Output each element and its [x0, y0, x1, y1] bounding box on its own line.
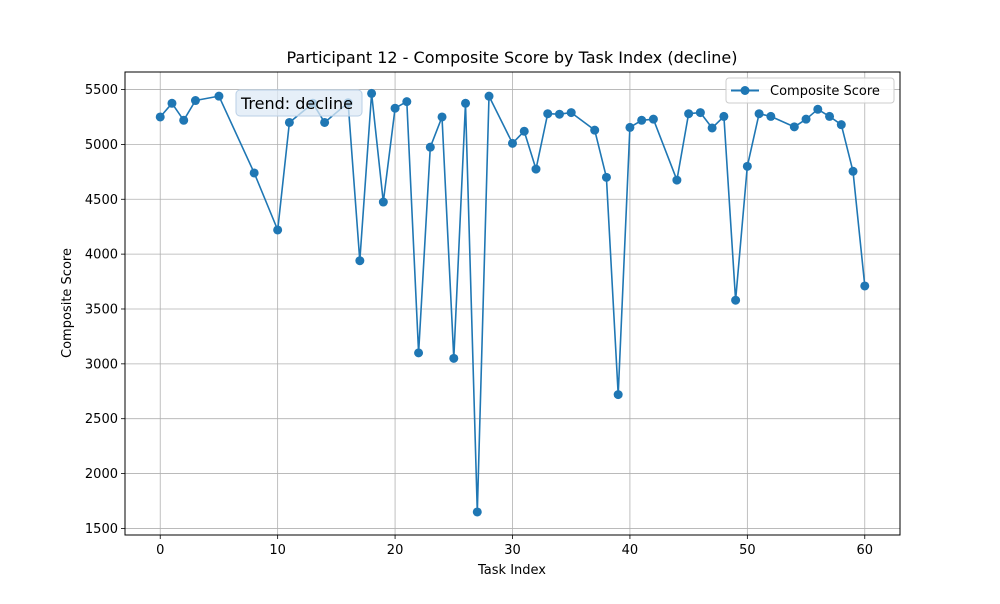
- annotation-box: [235, 89, 363, 117]
- x-tick-label: 60: [856, 543, 873, 558]
- data-point: [637, 115, 647, 125]
- data-point: [214, 91, 224, 101]
- data-point: [167, 98, 177, 108]
- data-point: [625, 122, 635, 132]
- data-point: [684, 109, 694, 119]
- y-tick-label: 3000: [85, 357, 118, 372]
- data-point: [378, 197, 388, 207]
- data-point: [719, 111, 729, 121]
- x-axis-label: Task Index: [477, 563, 546, 578]
- data-point: [355, 256, 365, 266]
- data-point: [672, 175, 682, 185]
- data-point: [449, 353, 459, 363]
- data-point: [320, 117, 330, 127]
- y-axis-label: Composite Score: [60, 248, 75, 358]
- data-point: [402, 97, 412, 107]
- data-point: [566, 108, 576, 118]
- data-point: [754, 109, 764, 119]
- legend-box: [725, 77, 895, 104]
- data-point: [707, 123, 717, 133]
- data-point: [731, 295, 741, 305]
- x-tick-label: 40: [622, 543, 639, 558]
- data-point: [155, 112, 165, 122]
- data-point: [437, 112, 447, 122]
- data-point: [613, 390, 623, 400]
- data-point: [601, 172, 611, 182]
- data-point: [461, 98, 471, 108]
- trend-annotation: Trend: decline: [235, 89, 363, 117]
- data-point: [390, 103, 400, 113]
- data-point: [648, 114, 658, 124]
- data-point: [190, 96, 200, 106]
- x-tick-label: 0: [156, 543, 164, 558]
- legend: Composite Score: [725, 77, 895, 104]
- data-point: [543, 109, 553, 119]
- data-point: [801, 114, 811, 124]
- x-tick-label: 20: [387, 543, 404, 558]
- y-tick-label: 5500: [85, 83, 118, 98]
- chart-title: Participant 12 - Composite Score by Task…: [286, 48, 737, 67]
- data-point: [508, 138, 517, 148]
- data-point: [425, 142, 435, 152]
- y-tick-label: 2000: [85, 467, 118, 482]
- data-point: [531, 164, 541, 174]
- data-point: [414, 348, 424, 358]
- data-point: [695, 108, 705, 118]
- data-point: [472, 507, 482, 517]
- data-point: [742, 161, 752, 171]
- data-point: [519, 126, 529, 136]
- data-point: [789, 122, 799, 132]
- data-point: [766, 111, 776, 121]
- y-tick-label: 4500: [85, 193, 118, 208]
- data-point: [179, 115, 189, 125]
- data-point: [367, 88, 377, 98]
- data-point: [825, 111, 835, 121]
- y-tick-label: 1500: [85, 522, 118, 537]
- annotation-text: Trend: decline: [240, 94, 353, 113]
- data-point: [590, 125, 600, 135]
- axis-ticks: 0 10 20 30 40 50 60 1500 2000 2500 3000 3500 4000 450…: [85, 83, 873, 558]
- data-point: [273, 225, 283, 235]
- y-tick-label: 3500: [85, 302, 118, 317]
- y-tick-label: 4000: [85, 248, 118, 263]
- data-point: [813, 104, 823, 114]
- data-point: [860, 281, 870, 291]
- data-point: [836, 120, 846, 130]
- data-point: [484, 91, 494, 101]
- data-point: [554, 109, 564, 119]
- legend-marker: [740, 86, 750, 95]
- data-point: [284, 117, 294, 127]
- x-tick-label: 10: [269, 543, 286, 558]
- y-tick-label: 2500: [85, 412, 118, 427]
- x-tick-label: 30: [504, 543, 521, 558]
- legend-label: Composite Score: [770, 84, 880, 99]
- data-point: [848, 166, 858, 176]
- y-tick-label: 5000: [85, 138, 118, 153]
- x-tick-label: 50: [739, 543, 756, 558]
- data-point: [249, 168, 259, 178]
